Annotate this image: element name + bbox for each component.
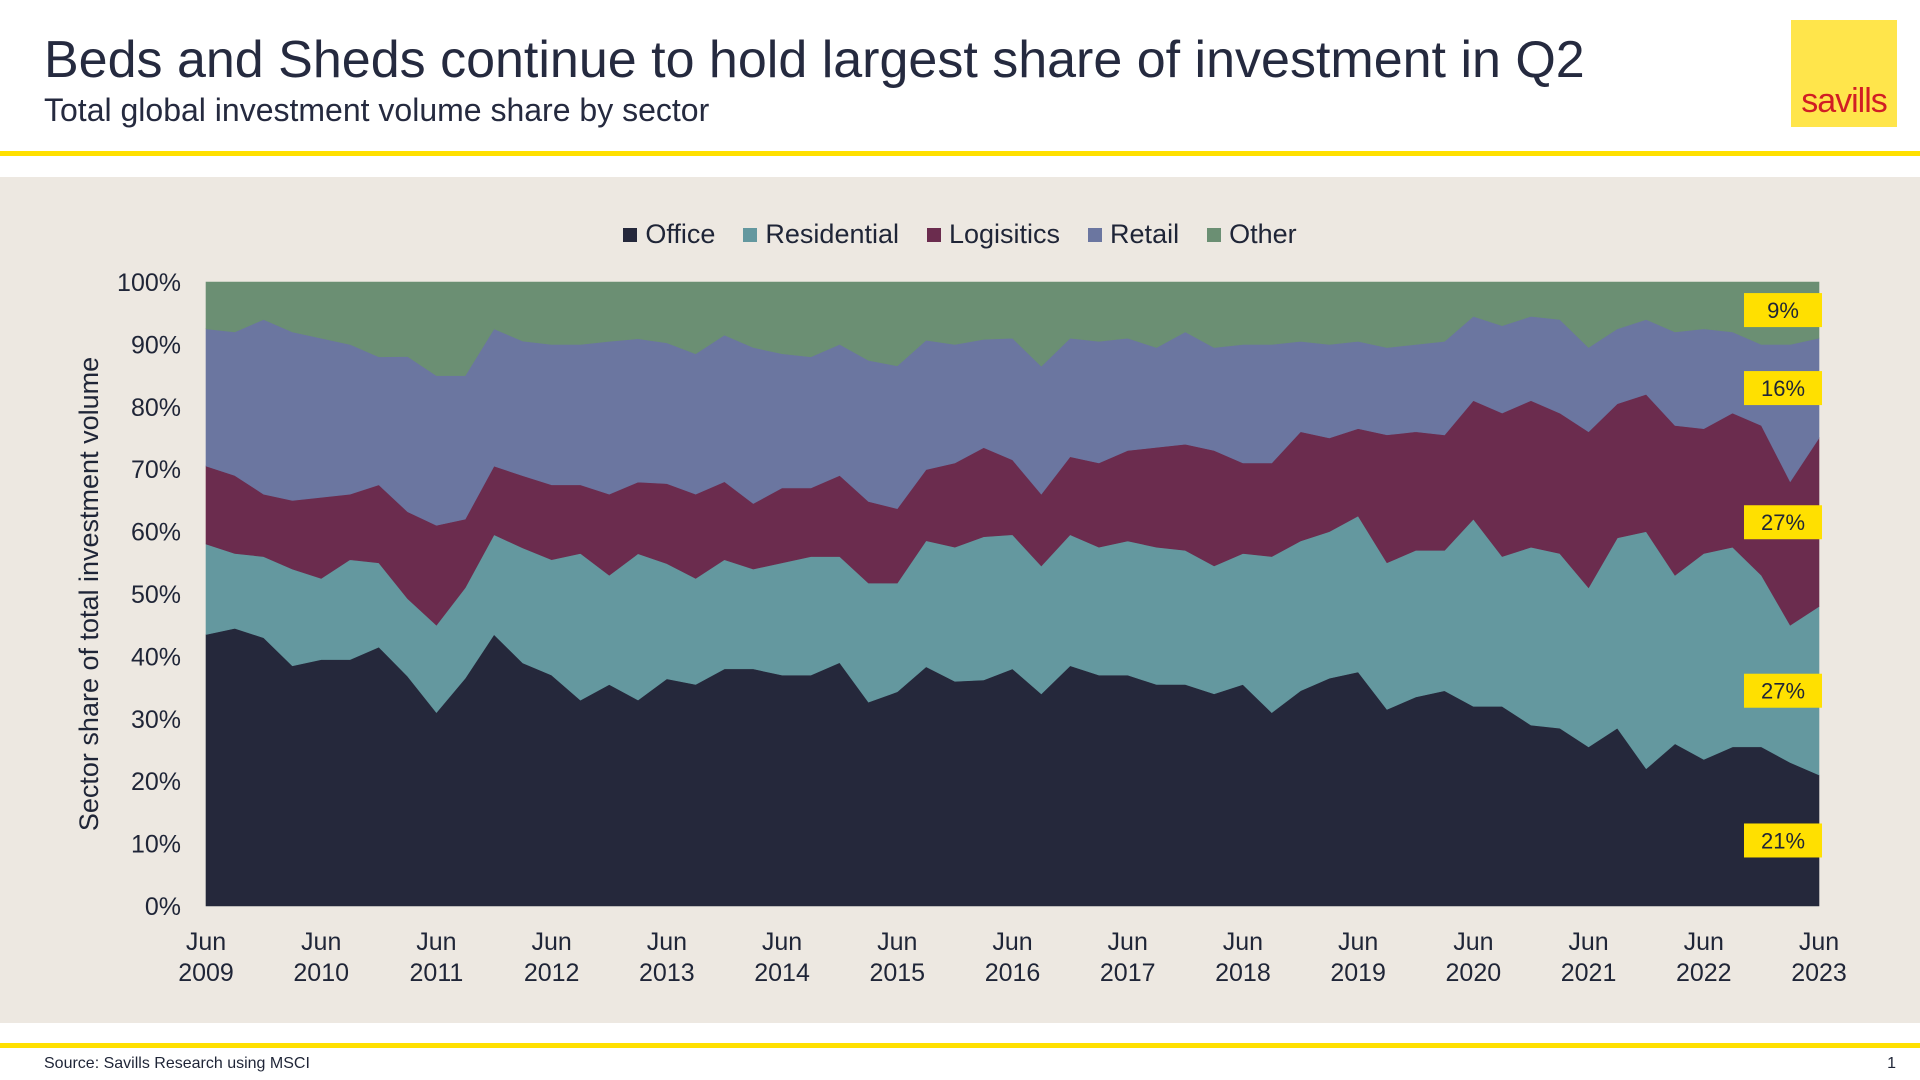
legend-swatch-logistics [927, 227, 941, 242]
x-tick-label-year: 2015 [869, 959, 925, 987]
x-tick-label-year: 2013 [639, 959, 695, 987]
legend-item-residential: Residential [743, 219, 899, 250]
y-tick-label: 0% [145, 893, 181, 921]
x-tick-label-month: Jun [1684, 928, 1724, 956]
x-tick-label-year: 2017 [1100, 959, 1156, 987]
legend-swatch-office [623, 227, 638, 242]
page-title: Beds and Sheds continue to hold largest … [44, 31, 1585, 89]
x-tick-label-month: Jun [877, 928, 917, 956]
x-tick-label-year: 2016 [985, 959, 1041, 987]
y-tick-label: 30% [131, 706, 181, 734]
y-tick-label: 70% [131, 456, 181, 484]
area-layers [205, 281, 1820, 907]
y-tick-label: 10% [131, 831, 181, 859]
legend-item-logistics: Logisitics [927, 219, 1060, 250]
end-label-box-other [1744, 293, 1822, 328]
x-tick-label-month: Jun [647, 928, 687, 956]
x-tick-label-year: 2022 [1676, 959, 1732, 987]
y-tick-label: 50% [131, 581, 181, 609]
end-label-box-residential [1744, 673, 1822, 708]
page-number: 1 [1887, 1055, 1896, 1072]
end-label-retail: 16% [1761, 376, 1805, 401]
end-label-box-logisitics [1744, 505, 1822, 540]
legend-label-other: Other [1229, 219, 1297, 249]
legend-item-retail: Retail [1088, 219, 1179, 250]
x-tick-label-month: Jun [416, 928, 456, 956]
legend-label-logistics: Logisitics [949, 219, 1061, 249]
x-tick-label-month: Jun [1223, 928, 1263, 956]
legend-label-retail: Retail [1110, 219, 1180, 249]
y-tick-label: 90% [131, 331, 181, 359]
x-tick-label-year: 2009 [178, 959, 234, 987]
end-label-residential: 27% [1761, 679, 1805, 704]
x-tick-label-month: Jun [1108, 928, 1148, 956]
x-tick-label-year: 2011 [410, 959, 464, 987]
area-other [205, 281, 1820, 376]
x-tick-label-month: Jun [992, 928, 1032, 956]
end-label-logisitics: 27% [1761, 510, 1805, 535]
y-tick-label: 100% [117, 269, 181, 297]
x-tick-label-month: Jun [301, 928, 341, 956]
source-note: Source: Savills Research using MSCI [44, 1055, 310, 1072]
page-subtitle: Total global investment volume share by … [44, 92, 710, 128]
x-tick-label-year: 2023 [1791, 959, 1847, 987]
savills-logo: savills [1791, 20, 1897, 127]
x-tick-label-month: Jun [1453, 928, 1493, 956]
legend-swatch-retail [1088, 227, 1103, 242]
legend-swatch-other [1207, 227, 1222, 242]
legend-item-other: Other [1207, 219, 1297, 250]
x-tick-label-year: 2019 [1330, 959, 1386, 987]
y-tick-label: 40% [131, 643, 181, 671]
x-tick-label-year: 2021 [1561, 959, 1617, 987]
top-yellow-rule [0, 151, 1920, 156]
x-tick-label-month: Jun [1799, 928, 1839, 956]
x-tick-label-month: Jun [1338, 928, 1378, 956]
x-tick-label-month: Jun [762, 928, 802, 956]
legend-swatch-residential [743, 227, 758, 242]
end-label-office: 21% [1761, 828, 1805, 853]
logo-text: savills [1801, 82, 1888, 120]
x-tick-label-month: Jun [1568, 928, 1608, 956]
x-tick-label-year: 2012 [524, 959, 580, 987]
bottom-yellow-rule [0, 1043, 1920, 1048]
x-tick-label-year: 2010 [293, 959, 349, 987]
end-label-other: 9% [1767, 298, 1799, 323]
y-tick-label: 80% [131, 394, 181, 422]
legend-label-office: Office [645, 219, 716, 249]
x-tick-label-year: 2018 [1215, 959, 1271, 987]
x-tick-label-year: 2020 [1446, 959, 1502, 987]
legend-item-office: Office [623, 219, 715, 250]
end-label-box-office [1744, 823, 1822, 858]
legend-label-residential: Residential [765, 219, 899, 249]
chart-legend: Office Residential Logisitics Retail Oth… [0, 219, 1920, 250]
end-label-box-retail [1744, 371, 1822, 406]
x-tick-label-month: Jun [531, 928, 571, 956]
x-tick-label-month: Jun [186, 928, 226, 956]
y-axis-label: Sector share of total investment volume [74, 357, 104, 831]
x-tick-label-year: 2014 [754, 959, 810, 987]
y-tick-label: 20% [131, 768, 181, 796]
y-tick-label: 60% [131, 519, 181, 547]
